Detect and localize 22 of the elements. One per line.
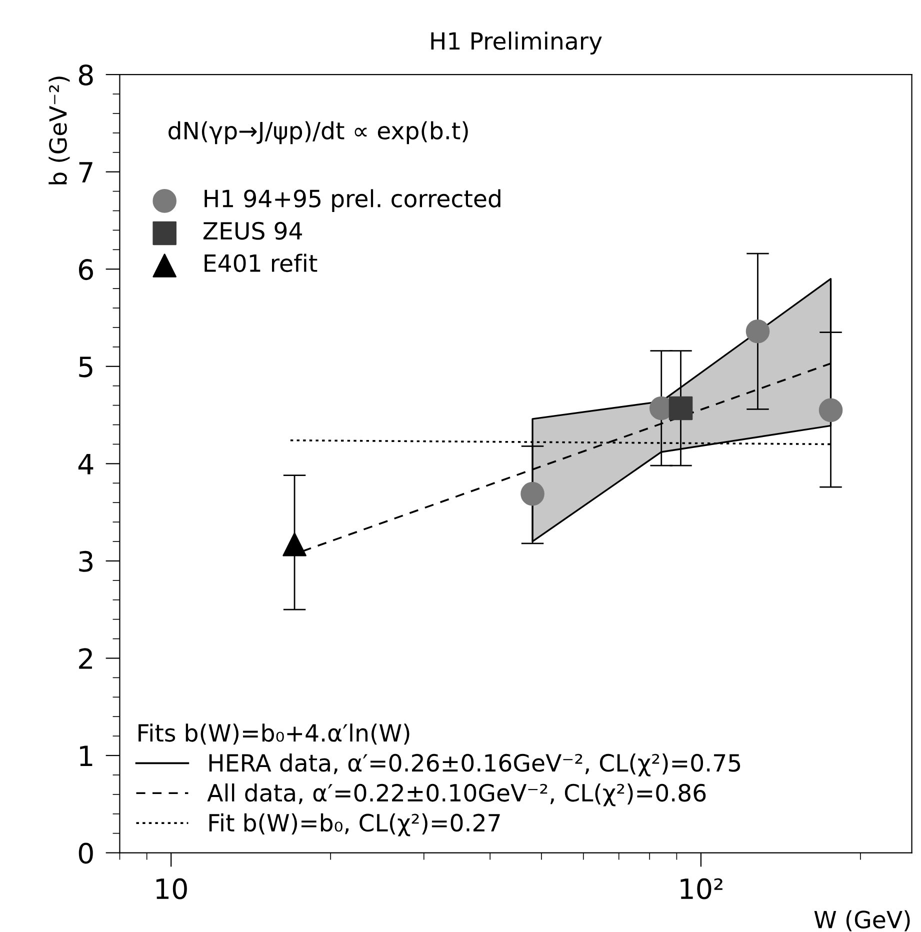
y-tick-label: 4 — [78, 454, 94, 474]
legend-label: ZEUS 94 — [203, 222, 302, 240]
legend-title: Fits b(W)=b₀+4.α′ln(W) — [138, 724, 410, 745]
y-axis-title: b (GeV⁻²) — [48, 76, 70, 184]
y-tick-label: 7 — [79, 162, 92, 182]
legend-label: All data, α′=0.22±0.10GeV⁻², CL(χ²)=0.86 — [207, 783, 706, 806]
y-tick-label: 1 — [80, 746, 92, 766]
y-tick-label: 0 — [78, 842, 93, 864]
y-tick-label: 3 — [79, 550, 93, 572]
legend-label: H1 94+95 prel. corrected — [204, 189, 500, 212]
x-tick-label: 10 — [156, 878, 187, 900]
annotation: dN(γp→J/ψp)/dt ∝ exp(b.t) — [168, 121, 468, 144]
y-tick-label: 5 — [79, 356, 92, 378]
y-tick-label: 2 — [79, 648, 92, 669]
legend-label: Fit b(W)=b₀, CL(χ²)=0.27 — [209, 813, 500, 836]
legend-label: E401 refit — [204, 254, 318, 272]
y-tick-label: 8 — [78, 64, 93, 86]
y-tick-label: 6 — [78, 259, 93, 280]
x-tick-label: 10² — [680, 878, 722, 900]
chart-title: H1 Preliminary — [431, 32, 602, 54]
x-axis-title: W (GeV) — [814, 910, 910, 932]
legend-label: HERA data, α′=0.26±0.16GeV⁻², CL(χ²)=0.75 — [209, 754, 740, 776]
